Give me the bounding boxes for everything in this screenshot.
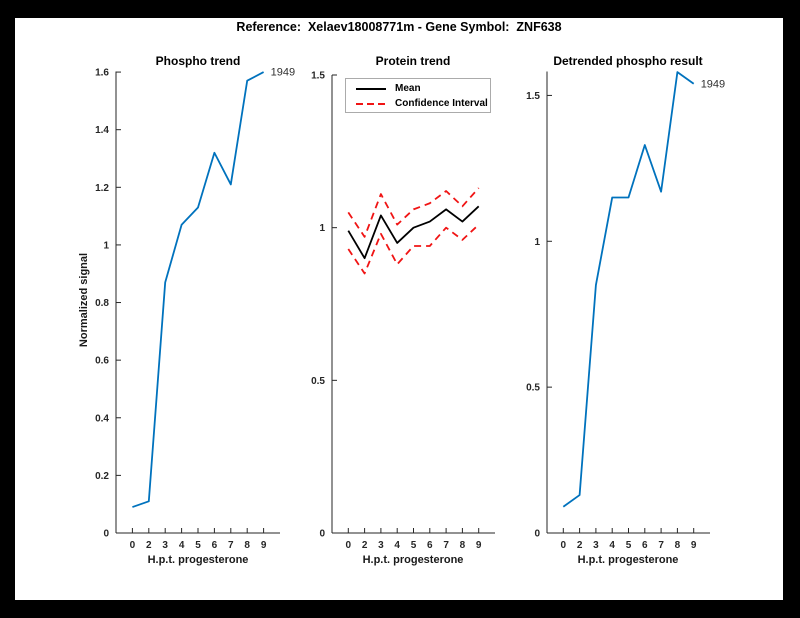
legend-entry-ci: Confidence Interval [356, 98, 490, 109]
y-tick-label: 1.5 [311, 71, 325, 82]
y-tick-label: 1.6 [95, 68, 109, 79]
x-tick-label: 5 [195, 540, 201, 551]
x-tick-label: 5 [626, 540, 632, 551]
x-tick-label: 8 [675, 540, 681, 551]
legend-entry-mean: Mean [356, 83, 490, 94]
figure-canvas: Reference: Xelaev18008771m - Gene Symbol… [15, 18, 783, 600]
x-tick-label: 5 [411, 540, 417, 551]
y-tick-label: 1 [534, 237, 540, 248]
y-tick-label: 0.5 [311, 376, 325, 387]
subplot2-title: Protein trend [375, 54, 451, 68]
x-tick-label: 0 [561, 540, 567, 551]
x-tick-label: 3 [593, 540, 599, 551]
phospho-trend-line [132, 71, 265, 508]
x-tick-label: 2 [577, 540, 583, 551]
y-tick-label: 0.4 [95, 413, 109, 424]
y-tick-label: 1.5 [526, 91, 540, 102]
x-tick-label: 4 [394, 540, 400, 551]
x-tick-label: 8 [244, 540, 250, 551]
y-tick-label: 0 [319, 529, 325, 540]
x-tick-label: 3 [162, 540, 168, 551]
endpoint-label: 1949 [701, 78, 725, 90]
endpoint-label: 1949 [271, 67, 295, 79]
x-tick-label: 3 [378, 540, 384, 551]
y-tick-label: 0.6 [95, 356, 109, 367]
x-tick-label: 6 [212, 540, 218, 551]
y-tick-label: 1 [103, 240, 109, 251]
subplot1-title: Phospho trend [155, 54, 241, 68]
detrended-phospho-line [562, 71, 695, 508]
y-tick-label: 1.2 [95, 183, 109, 194]
x-tick-label: 7 [443, 540, 449, 551]
x-tick-label: 4 [179, 540, 185, 551]
ci-upper-line [347, 187, 480, 238]
legend-ci-label: Confidence Interval [395, 98, 488, 109]
subplot1-x-label: H.p.t. progesterone [147, 554, 249, 566]
x-tick-label: 0 [130, 540, 136, 551]
protein-mean-line [347, 205, 480, 260]
y-tick-label: 0.5 [526, 383, 540, 394]
legend-mean-label: Mean [395, 83, 421, 94]
x-tick-label: 6 [427, 540, 433, 551]
x-tick-label: 9 [691, 540, 697, 551]
subplot-2: 0 2 3 4 5 6 7 8 900.511.5 [311, 71, 495, 551]
y-tick-label: 0 [534, 529, 540, 540]
y-tick-label: 1.4 [95, 125, 109, 136]
x-tick-label: 6 [642, 540, 648, 551]
y-tick-label: 0.8 [95, 298, 109, 309]
x-tick-label: 4 [609, 540, 615, 551]
x-tick-label: 2 [146, 540, 152, 551]
x-tick-label: 2 [362, 540, 368, 551]
subplot3-title: Detrended phospho result [553, 54, 703, 68]
figure-title: Reference: Xelaev18008771m - Gene Symbol… [236, 20, 562, 34]
x-tick-label: 0 [346, 540, 352, 551]
x-tick-label: 9 [261, 540, 267, 551]
subplot2-x-label: H.p.t. progesterone [362, 554, 464, 566]
subplot3-x-label: H.p.t. progesterone [577, 554, 679, 566]
mean-line-sample [356, 87, 386, 90]
legend: Mean Confidence Interval [345, 78, 491, 113]
subplot-1: 0 2 3 4 5 6 7 8 900.20.40.60.811.21.41.6 1949 [95, 67, 295, 551]
y-tick-label: 0.2 [95, 471, 109, 482]
x-tick-label: 7 [658, 540, 664, 551]
x-tick-label: 7 [228, 540, 234, 551]
y-tick-label: 0 [103, 529, 109, 540]
y-tick-label: 1 [319, 223, 325, 234]
ci-lower-line [347, 223, 480, 275]
x-tick-label: 9 [476, 540, 482, 551]
x-tick-label: 8 [460, 540, 466, 551]
confidence-interval-line-sample [356, 102, 386, 105]
